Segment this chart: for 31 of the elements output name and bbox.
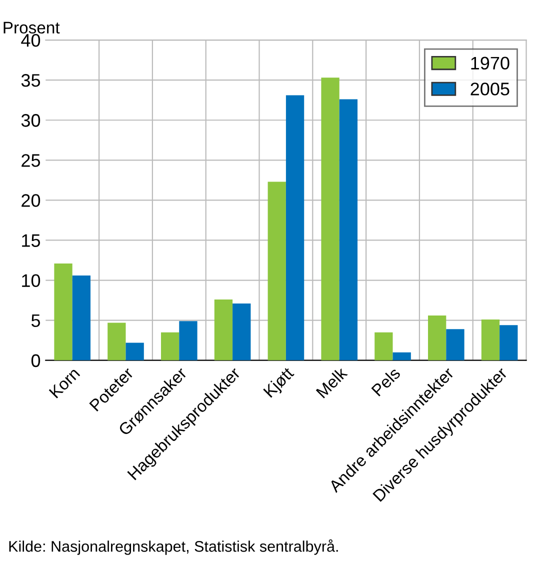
bar [481,320,500,360]
y-tick-label: 25 [22,154,40,167]
bar [108,322,126,360]
y-tick-label: 15 [22,234,40,247]
bar [268,182,286,360]
bar [500,325,518,360]
bar [321,78,340,360]
y-tick-label: 0 [31,354,40,368]
y-tick-label: 20 [22,194,40,207]
bar [446,329,464,360]
bar [374,332,393,360]
y-axis-title: Prosent [4,22,60,34]
y-tick-label: 5 [31,314,40,328]
bar [214,300,233,360]
bar [179,321,198,360]
y-tick-label: 40 [21,34,40,47]
bar [339,99,358,360]
text: Kilde: Nasjonalregnskapet, Statistisk sentralbyrå. [9,539,338,555]
legend-label: 2005 [470,82,510,96]
y-tick-label: 35 [21,74,40,87]
bar [72,275,90,360]
y-tick-label: 30 [21,114,40,127]
bar [232,304,251,360]
bar [392,352,411,360]
bar [54,263,72,360]
bar [126,342,144,360]
legend-label: 1970 [471,56,510,70]
y-tick-label: 10 [22,274,40,287]
bar [428,316,446,360]
bar [160,332,180,360]
bar [286,95,304,360]
